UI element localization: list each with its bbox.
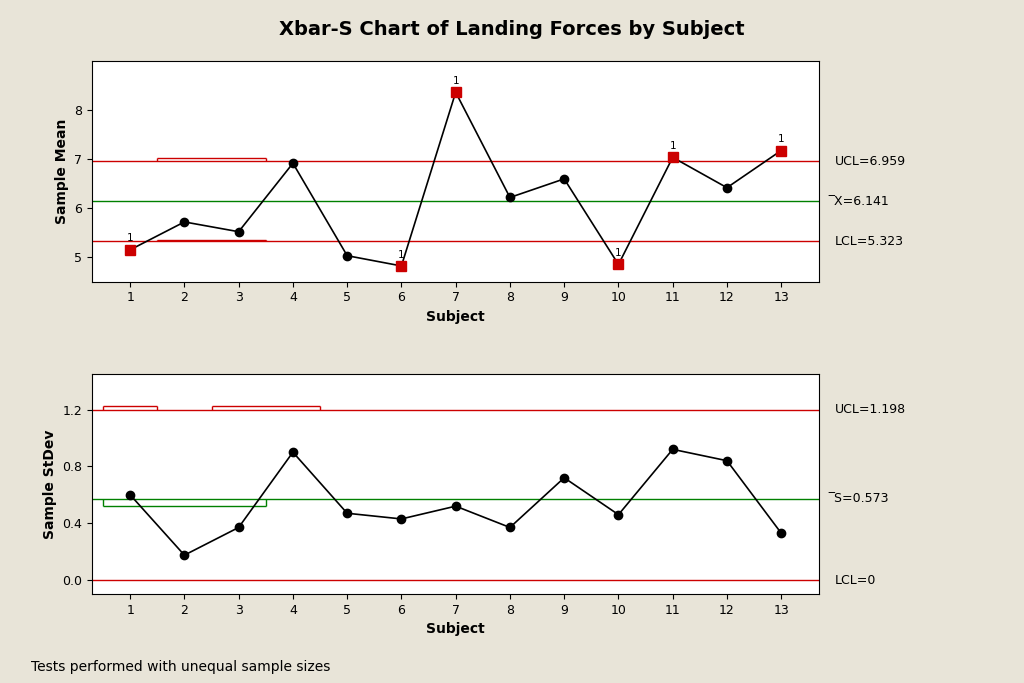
X-axis label: Subject: Subject	[426, 310, 485, 324]
Y-axis label: Sample Mean: Sample Mean	[55, 119, 69, 224]
Text: Tests performed with unequal sample sizes: Tests performed with unequal sample size…	[31, 660, 330, 673]
Text: 1: 1	[778, 134, 784, 144]
Text: 1: 1	[127, 234, 133, 243]
Y-axis label: Sample StDev: Sample StDev	[43, 430, 57, 539]
Text: 1: 1	[398, 249, 404, 260]
Text: 1: 1	[670, 141, 676, 151]
Text: LCL=0: LCL=0	[835, 574, 876, 587]
Text: Xbar-S Chart of Landing Forces by Subject: Xbar-S Chart of Landing Forces by Subjec…	[280, 20, 744, 40]
Text: UCL=6.959: UCL=6.959	[835, 155, 905, 168]
X-axis label: Subject: Subject	[426, 622, 485, 637]
Text: UCL=1.198: UCL=1.198	[835, 404, 905, 417]
Text: LCL=5.323: LCL=5.323	[835, 235, 903, 248]
Text: 1: 1	[453, 76, 459, 86]
Text: ̅X=6.141: ̅X=6.141	[835, 195, 889, 208]
Text: 1: 1	[615, 248, 622, 258]
Text: ̅S=0.573: ̅S=0.573	[835, 492, 889, 505]
